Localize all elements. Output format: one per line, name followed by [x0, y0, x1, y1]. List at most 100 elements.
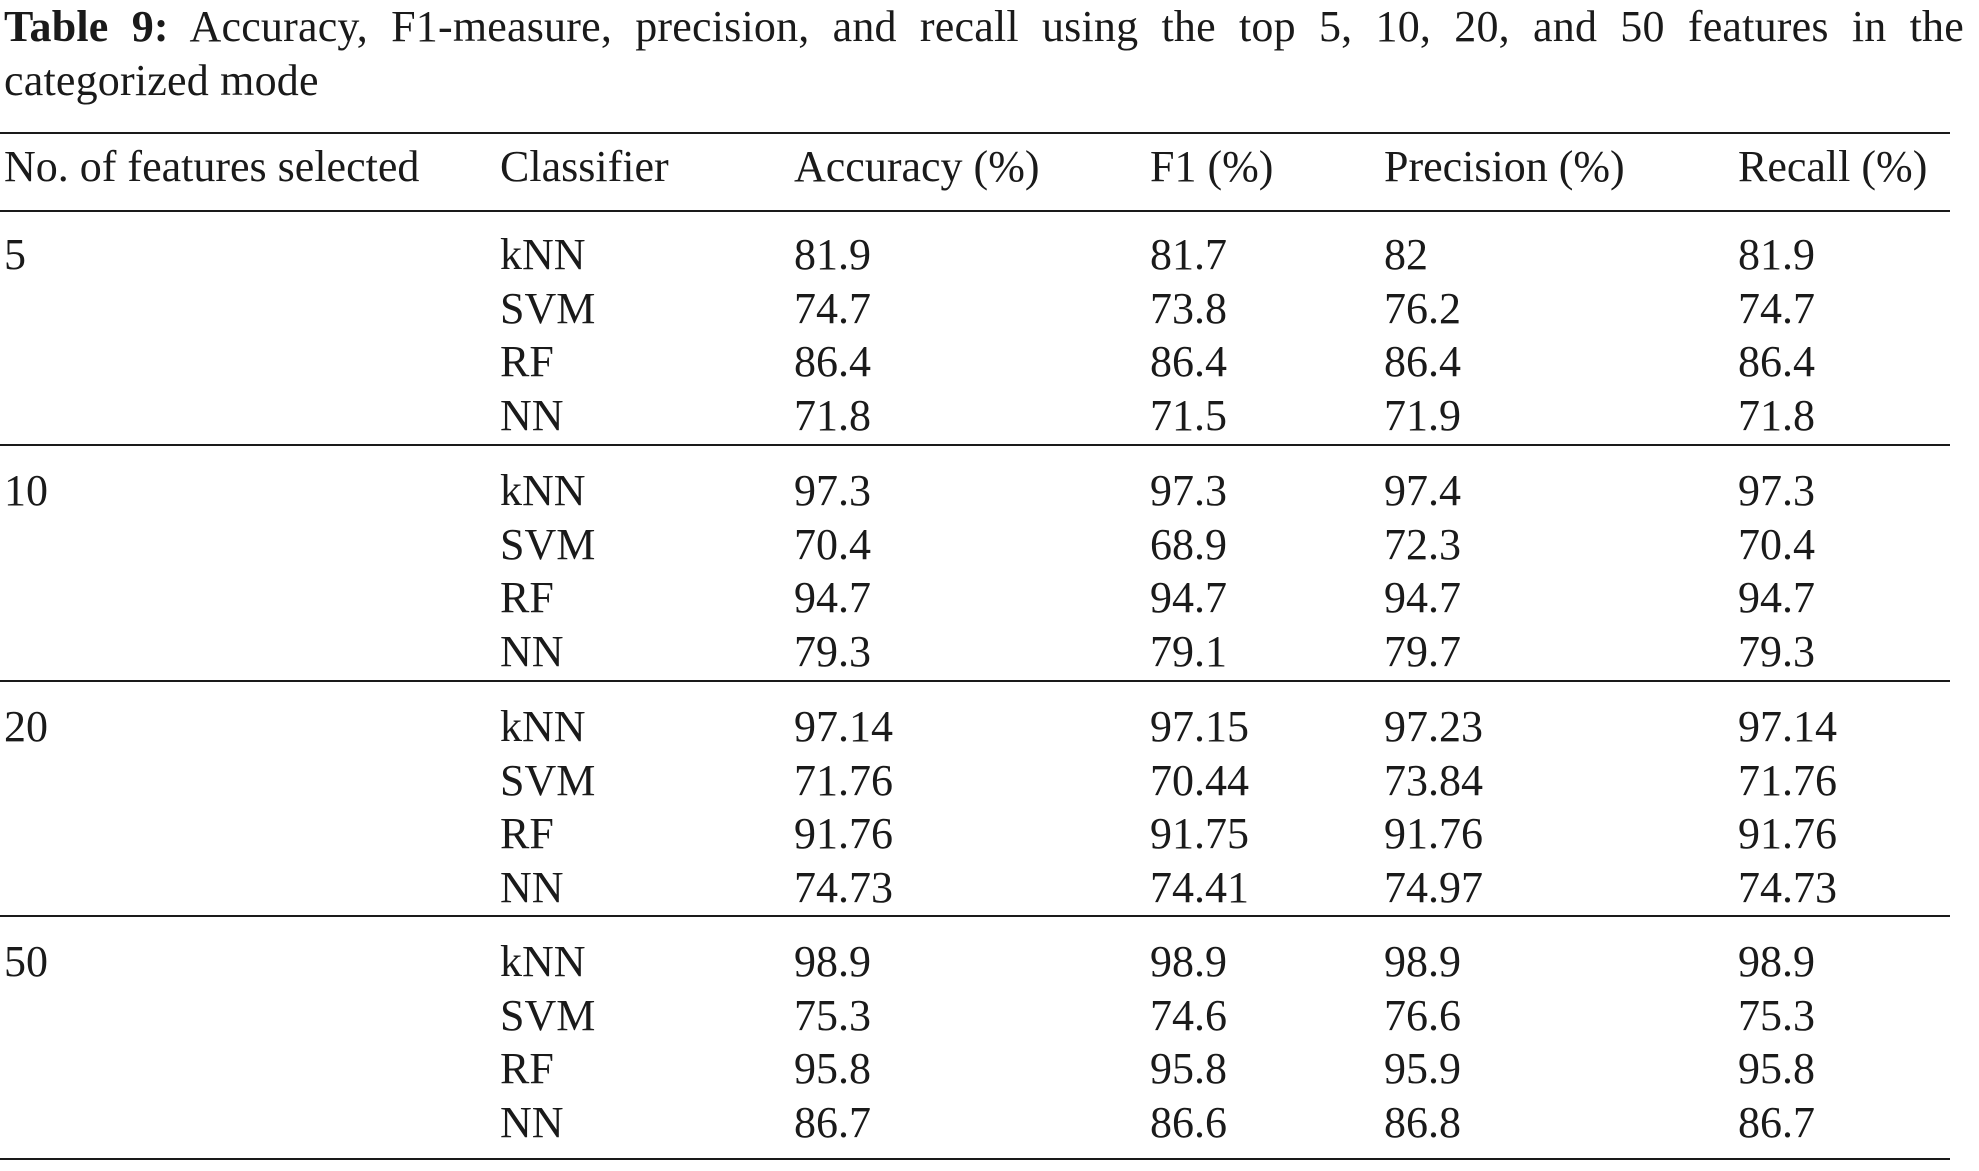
features-cell: 10	[4, 466, 48, 515]
f1-cell: 74.41	[1150, 862, 1249, 912]
f1-cell: 86.6	[1150, 1097, 1227, 1147]
accuracy-cell: 74.7	[794, 283, 871, 333]
recall-cell: 70.4	[1738, 519, 1815, 569]
precision-cell: 76.6	[1384, 990, 1461, 1040]
f1-cell: 86.4	[1150, 337, 1227, 387]
classifier-cell: NN	[500, 390, 564, 440]
precision-cell: 97.4	[1384, 466, 1461, 515]
precision-cell: 76.2	[1384, 283, 1461, 333]
recall-cell: 86.7	[1738, 1097, 1815, 1147]
recall-cell: 79.3	[1738, 626, 1815, 676]
f1-cell: 68.9	[1150, 519, 1227, 569]
f1-cell: 70.44	[1150, 755, 1249, 805]
precision-cell: 94.7	[1384, 573, 1461, 623]
table-bottom-rule	[0, 1158, 1950, 1160]
group-separator-rule	[0, 915, 1950, 917]
recall-cell: 71.76	[1738, 755, 1837, 805]
table-top-rule	[0, 132, 1950, 134]
accuracy-cell: 71.8	[794, 390, 871, 440]
recall-cell: 91.76	[1738, 809, 1837, 859]
f1-cell: 71.5	[1150, 390, 1227, 440]
classifier-cell: RF	[500, 337, 554, 387]
precision-cell: 73.84	[1384, 755, 1483, 805]
f1-cell: 98.9	[1150, 937, 1227, 986]
accuracy-cell: 71.76	[794, 755, 893, 805]
recall-cell: 71.8	[1738, 390, 1815, 440]
precision-cell: 71.9	[1384, 390, 1461, 440]
recall-cell: 75.3	[1738, 990, 1815, 1040]
classifier-cell: NN	[500, 862, 564, 912]
precision-cell: 97.23	[1384, 702, 1483, 751]
precision-cell: 72.3	[1384, 519, 1461, 569]
caption-label: Table 9:	[4, 2, 169, 51]
recall-cell: 94.7	[1738, 573, 1815, 623]
recall-cell: 86.4	[1738, 337, 1815, 387]
accuracy-cell: 95.8	[794, 1044, 871, 1094]
precision-cell: 98.9	[1384, 937, 1461, 986]
recall-cell: 97.3	[1738, 466, 1815, 515]
header-precision: Precision (%)	[1384, 142, 1625, 191]
features-cell: 5	[4, 230, 26, 279]
header-f1: F1 (%)	[1150, 142, 1274, 191]
accuracy-cell: 70.4	[794, 519, 871, 569]
f1-cell: 79.1	[1150, 626, 1227, 676]
header-classifier: Classifier	[500, 142, 669, 191]
recall-cell: 74.73	[1738, 862, 1837, 912]
f1-cell: 91.75	[1150, 809, 1249, 859]
classifier-cell: kNN	[500, 702, 586, 751]
recall-cell: 74.7	[1738, 283, 1815, 333]
classifier-cell: RF	[500, 1044, 554, 1094]
classifier-cell: kNN	[500, 230, 586, 279]
accuracy-cell: 94.7	[794, 573, 871, 623]
classifier-cell: RF	[500, 573, 554, 623]
classifier-cell: kNN	[500, 937, 586, 986]
recall-cell: 97.14	[1738, 702, 1837, 751]
accuracy-cell: 97.14	[794, 702, 893, 751]
header-rule	[0, 210, 1950, 212]
table-caption: Table 9: Accuracy, F1-measure, precision…	[4, 0, 1964, 108]
f1-cell: 94.7	[1150, 573, 1227, 623]
classifier-cell: NN	[500, 1097, 564, 1147]
classifier-cell: SVM	[500, 755, 596, 805]
precision-cell: 95.9	[1384, 1044, 1461, 1094]
classifier-cell: SVM	[500, 283, 596, 333]
classifier-cell: RF	[500, 809, 554, 859]
recall-cell: 81.9	[1738, 230, 1815, 279]
recall-cell: 95.8	[1738, 1044, 1815, 1094]
classifier-cell: SVM	[500, 990, 596, 1040]
group-separator-rule	[0, 680, 1950, 682]
f1-cell: 81.7	[1150, 230, 1227, 279]
f1-cell: 97.15	[1150, 702, 1249, 751]
accuracy-cell: 91.76	[794, 809, 893, 859]
classifier-cell: SVM	[500, 519, 596, 569]
f1-cell: 97.3	[1150, 466, 1227, 515]
header-accuracy: Accuracy (%)	[794, 142, 1040, 191]
accuracy-cell: 97.3	[794, 466, 871, 515]
f1-cell: 73.8	[1150, 283, 1227, 333]
precision-cell: 82	[1384, 230, 1428, 279]
precision-cell: 86.8	[1384, 1097, 1461, 1147]
accuracy-cell: 86.4	[794, 337, 871, 387]
precision-cell: 74.97	[1384, 862, 1483, 912]
accuracy-cell: 74.73	[794, 862, 893, 912]
features-cell: 20	[4, 702, 48, 751]
accuracy-cell: 81.9	[794, 230, 871, 279]
f1-cell: 95.8	[1150, 1044, 1227, 1094]
precision-cell: 86.4	[1384, 337, 1461, 387]
header-features: No. of features selected	[4, 142, 420, 191]
precision-cell: 79.7	[1384, 626, 1461, 676]
f1-cell: 74.6	[1150, 990, 1227, 1040]
header-recall: Recall (%)	[1738, 142, 1928, 191]
features-cell: 50	[4, 937, 48, 986]
accuracy-cell: 79.3	[794, 626, 871, 676]
accuracy-cell: 98.9	[794, 937, 871, 986]
accuracy-cell: 75.3	[794, 990, 871, 1040]
precision-cell: 91.76	[1384, 809, 1483, 859]
classifier-cell: NN	[500, 626, 564, 676]
group-separator-rule	[0, 444, 1950, 446]
recall-cell: 98.9	[1738, 937, 1815, 986]
caption-text: Accuracy, F1-measure, precision, and rec…	[4, 2, 1964, 105]
accuracy-cell: 86.7	[794, 1097, 871, 1147]
classifier-cell: kNN	[500, 466, 586, 515]
